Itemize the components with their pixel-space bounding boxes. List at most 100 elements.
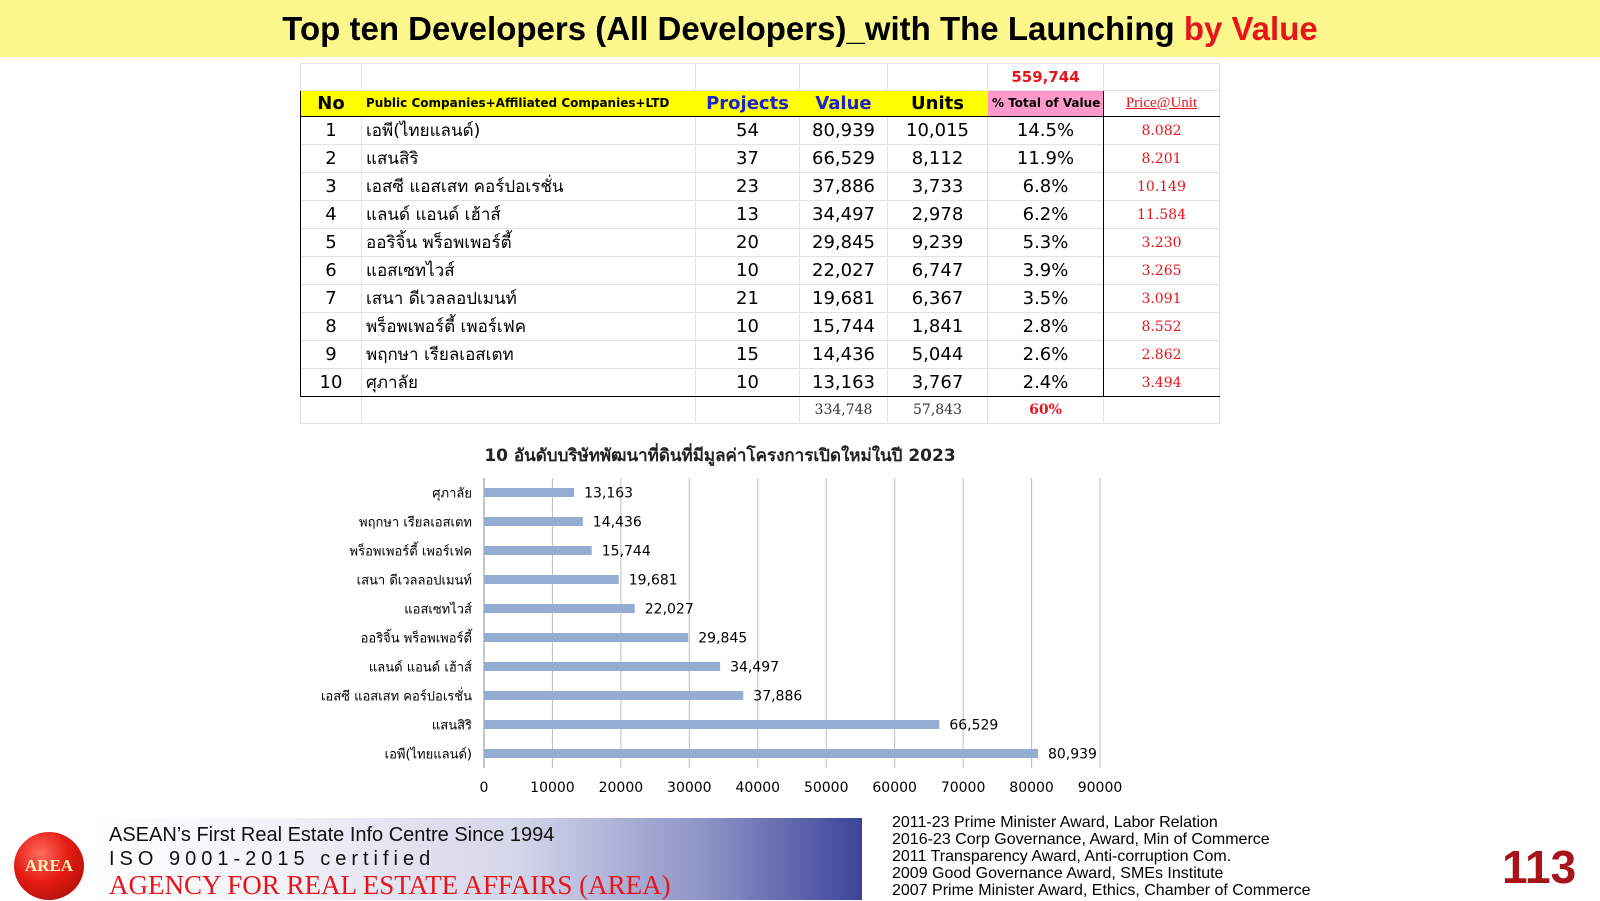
cell-projects: 37	[695, 144, 800, 173]
title-bar: Top ten Developers (All Developers)_with…	[0, 0, 1600, 57]
x-tick-label: 20000	[599, 780, 644, 796]
data-label: 34,497	[730, 660, 779, 676]
cell-no: 4	[300, 200, 362, 229]
cell-name: เอพี(ไทยแลนด์)	[361, 116, 696, 145]
data-label: 14,436	[593, 515, 642, 531]
cell-no: 3	[300, 172, 362, 201]
cell-pct: 5.3%	[987, 228, 1104, 257]
data-label: 29,845	[698, 631, 747, 647]
data-label: 13,163	[584, 486, 633, 502]
cell-units: 3,767	[887, 368, 988, 397]
table-row: 5 ออริจิ้น พร็อพเพอร์ตี้ 20 29,845 9,239 5.3%…	[300, 228, 1220, 257]
data-label: 19,681	[629, 573, 678, 589]
category-label: เอสซี แอสเสท คอร์ปอเรชั่น	[321, 688, 472, 705]
x-tick-label: 50000	[804, 780, 849, 796]
award-item: 2016-23 Corp Governance, Award, Min of C…	[892, 831, 1270, 848]
cell-value: 37,886	[799, 172, 888, 201]
cell-name: แอสเซทไวส์	[361, 256, 696, 285]
cell-name: เอสซี แอสเสท คอร์ปอเรชั่น	[361, 172, 696, 201]
table-row: 9 พฤกษา เรียลเอสเตท 15 14,436 5,044 2.6% 2.862	[300, 340, 1220, 369]
cell-units: 2,978	[887, 200, 988, 229]
totals-row: 334,748 57,843 60%	[300, 396, 1220, 424]
cell-pct: 2.4%	[987, 368, 1104, 397]
cell-no: 8	[300, 312, 362, 341]
cell-pct: 3.9%	[987, 256, 1104, 285]
category-label: ศุภาลัย	[432, 487, 472, 502]
category-label: พร็อพเพอร์ตี้ เพอร์เฟค	[350, 542, 472, 560]
cell-projects: 54	[695, 116, 800, 145]
x-tick-label: 80000	[1009, 780, 1054, 796]
cell-pct: 3.5%	[987, 284, 1104, 313]
cell-pct: 6.8%	[987, 172, 1104, 201]
cell-value: 19,681	[799, 284, 888, 313]
category-label: ออริจิ้น พร็อพเพอร์ตี้	[361, 629, 474, 647]
cell-value: 29,845	[799, 228, 888, 257]
cell-units: 1,841	[887, 312, 988, 341]
header-pct: % Total of Value	[987, 89, 1104, 117]
cell-name: ศุภาลัย	[361, 368, 696, 397]
cell-price: 8.082	[1103, 116, 1220, 145]
cell-pct: 14.5%	[987, 116, 1104, 145]
header-price: Price@Unit	[1103, 89, 1220, 117]
footer-line-3: AGENCY FOR REAL ESTATE AFFAIRS (AREA)	[109, 870, 671, 900]
x-tick-label: 60000	[872, 780, 917, 796]
cell-value: 22,027	[799, 256, 888, 285]
table-row: 1 เอพี(ไทยแลนด์) 54 80,939 10,015 14.5% 8.082	[300, 116, 1220, 145]
bar	[484, 633, 689, 642]
cell-value: 66,529	[799, 144, 888, 173]
cell-pct: 2.8%	[987, 312, 1104, 341]
cell-price: 2.862	[1103, 340, 1220, 369]
cell-projects: 13	[695, 200, 800, 229]
cell-projects: 15	[695, 340, 800, 369]
bar	[484, 720, 940, 729]
cell-projects: 21	[695, 284, 800, 313]
developers-table: 559,744 No Public Companies+Affiliated C…	[300, 63, 1220, 424]
cell-no: 9	[300, 340, 362, 369]
cell-no: 5	[300, 228, 362, 257]
page-number: 113	[1502, 841, 1577, 893]
award-item: 2011 Transparency Award, Anti-corruption…	[892, 848, 1232, 865]
cell-price: 8.201	[1103, 144, 1220, 173]
title-main: Top ten Developers (All Developers)_with…	[282, 9, 1184, 47]
cell-units: 6,367	[887, 284, 988, 313]
category-label: แลนด์ แอนด์ เฮ้าส์	[369, 660, 472, 676]
bar	[484, 749, 1038, 758]
cell-value: 34,497	[799, 200, 888, 229]
x-tick-label: 0	[480, 780, 489, 796]
cell-value: 15,744	[799, 312, 888, 341]
header-no: No	[300, 89, 362, 117]
cell-name: ออริจิ้น พร็อพเพอร์ตี้	[361, 228, 696, 257]
cell-name: พร็อพเพอร์ตี้ เพอร์เฟค	[361, 312, 696, 341]
cell-units: 8,112	[887, 144, 988, 173]
data-label: 80,939	[1048, 747, 1097, 763]
data-label: 15,744	[602, 544, 651, 560]
cell-no: 10	[300, 368, 362, 397]
cell-value: 80,939	[799, 116, 888, 145]
category-label: เสนา ดีเวลลอปเมนท์	[357, 573, 472, 589]
footer-banner: ASEAN’s First Real Estate Info Centre Si…	[94, 818, 862, 900]
footer-line-2: ISO 9001-2015 certified	[109, 848, 436, 870]
category-label: แสนสิริ	[432, 719, 472, 734]
cell-no: 6	[300, 256, 362, 285]
cell-units: 5,044	[887, 340, 988, 369]
total-value: 334,748	[799, 396, 888, 424]
cell-price: 3.091	[1103, 284, 1220, 313]
cell-name: เสนา ดีเวลลอปเมนท์	[361, 284, 696, 313]
x-tick-label: 70000	[941, 780, 986, 796]
cell-value: 13,163	[799, 368, 888, 397]
x-tick-label: 40000	[736, 780, 781, 796]
bar	[484, 546, 592, 555]
cell-units: 3,733	[887, 172, 988, 201]
cell-price: 11.584	[1103, 200, 1220, 229]
bar	[484, 488, 575, 497]
cell-value: 14,436	[799, 340, 888, 369]
bar	[484, 691, 744, 700]
award-item: 2007 Prime Minister Award, Ethics, Chamb…	[892, 882, 1311, 899]
cell-projects: 10	[695, 312, 800, 341]
slide-title: Top ten Developers (All Developers)_with…	[282, 10, 1317, 48]
table-row: 7 เสนา ดีเวลลอปเมนท์ 21 19,681 6,367 3.5% 3.09…	[300, 284, 1220, 313]
cell-pct: 6.2%	[987, 200, 1104, 229]
area-logo: AREA	[14, 832, 84, 900]
x-tick-label: 10000	[530, 780, 575, 796]
cell-price: 10.149	[1103, 172, 1220, 201]
